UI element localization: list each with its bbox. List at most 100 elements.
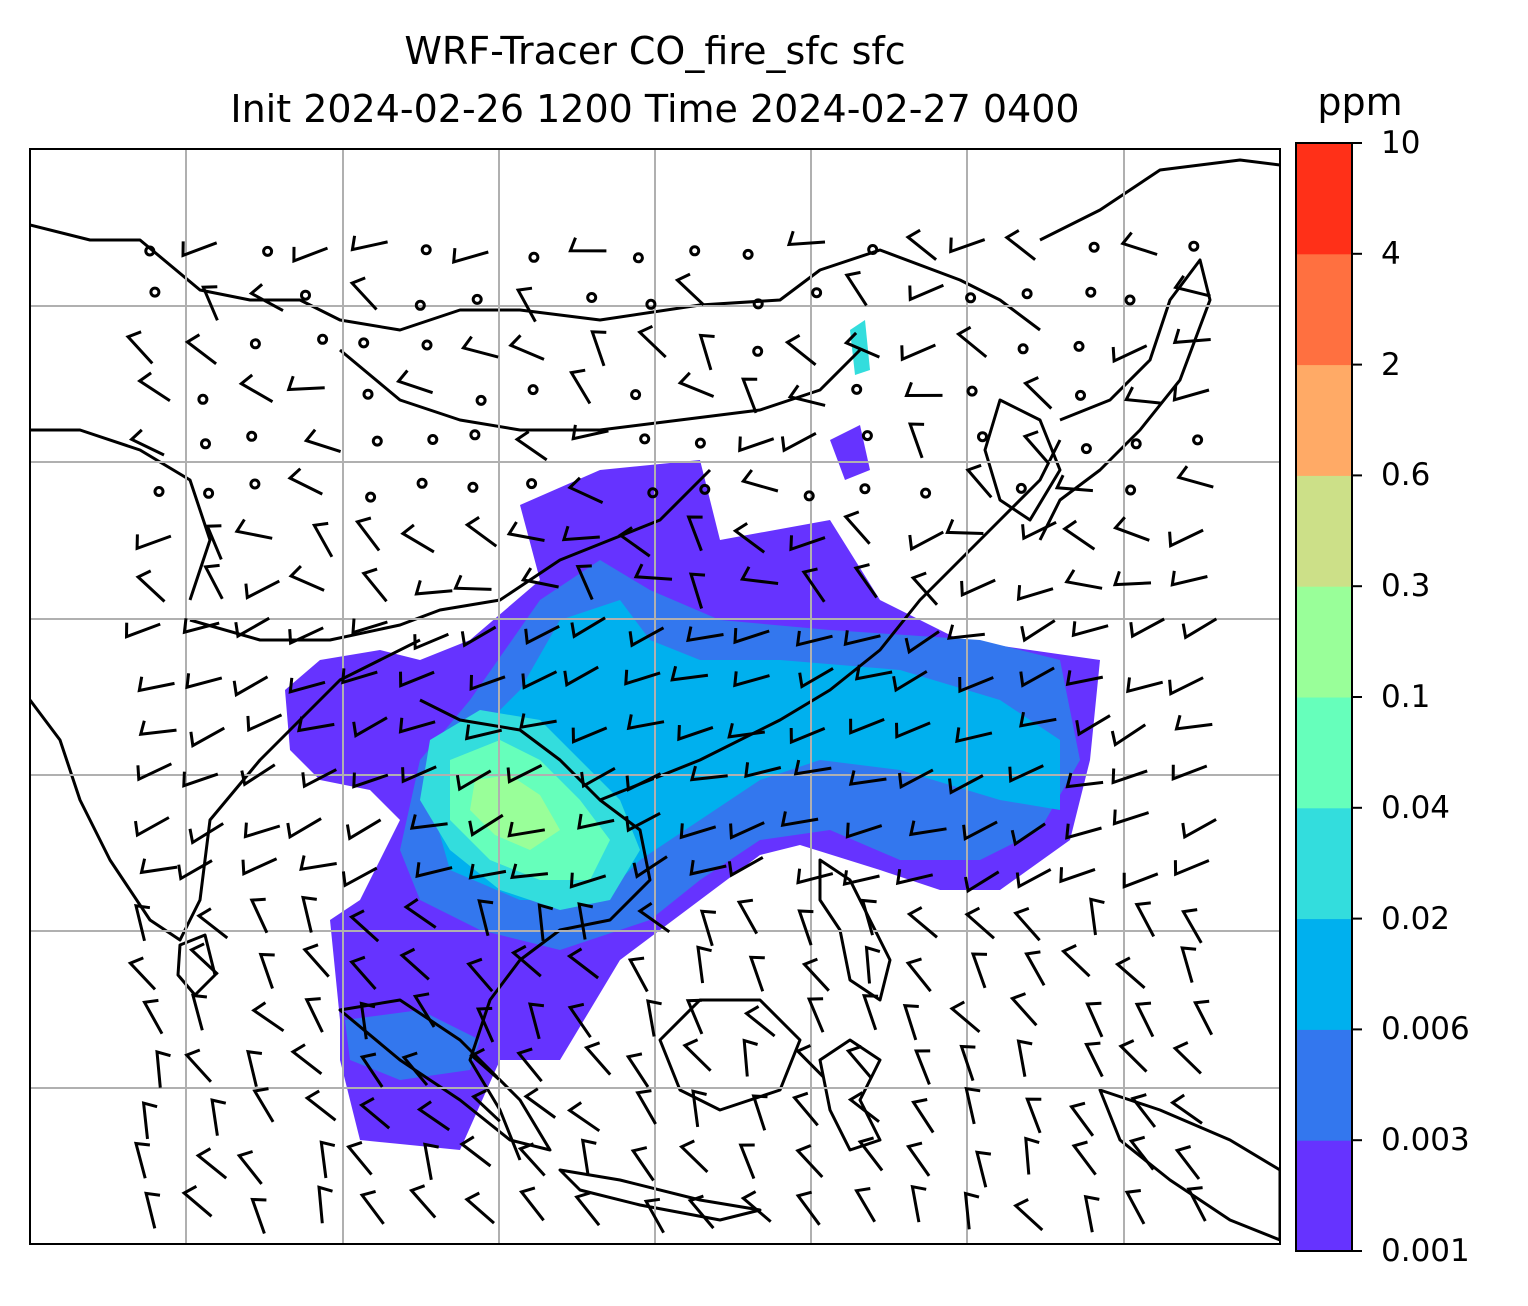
wind-barb: [1016, 1039, 1033, 1077]
wind-barb: [348, 909, 380, 943]
wind-barb: [1013, 906, 1041, 942]
wind-barb: [845, 822, 883, 839]
wind-barb: [895, 721, 931, 739]
wind-barb: [508, 334, 545, 361]
map-title-line-2: Init 2024-02-26 1200 Time 2024-02-27 040…: [230, 87, 1080, 131]
calm-wind-circle: [358, 337, 370, 349]
wind-barb: [468, 813, 504, 837]
wind-barb: [1120, 231, 1158, 256]
wind-barb: [466, 957, 494, 993]
wind-barb: [1085, 1001, 1104, 1038]
colorbar-tick-label: 10: [1381, 125, 1421, 161]
wind-barb: [577, 813, 615, 830]
wind-barb: [1129, 617, 1165, 639]
wind-barb: [689, 765, 728, 782]
wind-barb: [469, 1047, 500, 1081]
calm-wind-circle: [586, 292, 598, 303]
calm-wind-circle: [1075, 389, 1086, 401]
wind-barb: [691, 1089, 707, 1128]
wind-barb: [203, 563, 224, 600]
wind-barb: [527, 1002, 545, 1040]
wind-barb: [250, 1197, 267, 1234]
wind-barb: [409, 814, 448, 830]
calm-wind-circle: [632, 252, 644, 264]
wind-barb: [133, 1141, 151, 1179]
calm-wind-circle: [317, 333, 329, 345]
wind-barb: [732, 522, 766, 554]
wind-barb: [698, 333, 715, 371]
wind-barb: [688, 572, 706, 609]
wind-barb: [1112, 809, 1150, 826]
wind-barb: [570, 616, 606, 639]
wind-barb: [232, 675, 269, 698]
wind-barb: [733, 671, 770, 688]
wind-barb: [580, 766, 616, 789]
wind-barb: [786, 230, 826, 247]
wind-barb: [727, 856, 764, 878]
wind-barb: [853, 563, 878, 599]
calm-wind-circle: [149, 286, 161, 298]
wind-barb: [249, 897, 269, 934]
colorbar-segment: [1296, 807, 1352, 920]
wind-barb: [1173, 275, 1211, 298]
wind-barb: [1110, 723, 1147, 748]
wind-barb: [682, 1038, 712, 1072]
wind-barb: [571, 726, 608, 744]
calm-wind-circle: [246, 430, 258, 442]
wind-barb: [303, 428, 342, 454]
colorbar-segment: [1296, 1029, 1352, 1141]
wind-barb: [352, 716, 388, 738]
colorbar-tick-label: 4: [1381, 235, 1401, 272]
wind-barb: [286, 817, 322, 840]
wind-barb: [689, 859, 727, 876]
calm-wind-circle: [262, 245, 274, 257]
wind-barb: [567, 1002, 592, 1039]
wind-barb: [948, 774, 984, 795]
plume-northeast-patch: [830, 425, 870, 480]
wind-barb: [1075, 714, 1111, 737]
calm-wind-circle: [811, 287, 823, 299]
wind-barb: [1015, 868, 1052, 889]
wind-barb: [751, 1094, 768, 1131]
calm-wind-circle: [689, 245, 701, 257]
wind-barb: [964, 870, 1000, 894]
calm-wind-circle: [144, 245, 156, 257]
sri-lanka: [176, 933, 217, 997]
wind-barb: [848, 770, 887, 786]
wind-barb: [125, 330, 154, 365]
calm-wind-circle: [1080, 443, 1092, 455]
calm-wind-circle: [1130, 438, 1142, 450]
calm-wind-circle: [647, 487, 659, 499]
wind-barb: [243, 822, 281, 839]
wind-barb: [177, 859, 213, 881]
wind-barb: [566, 1101, 601, 1133]
wind-barb: [1172, 385, 1210, 402]
wind-barb: [1186, 1186, 1207, 1222]
wind-barb: [1172, 328, 1211, 345]
wind-barb: [1181, 908, 1203, 944]
borneo: [658, 998, 802, 1112]
wind-barb: [470, 1089, 501, 1123]
russia-border: [30, 223, 1041, 332]
wind-barb: [970, 952, 988, 989]
calm-wind-circle: [699, 483, 711, 495]
calm-wind-circle: [416, 477, 428, 489]
wind-barb: [1084, 1041, 1104, 1078]
wind-barb: [304, 997, 324, 1033]
wind-barb: [241, 857, 278, 876]
wind-barb: [637, 902, 671, 934]
wind-barb: [574, 1191, 601, 1227]
wind-barb: [290, 1043, 323, 1075]
java: [558, 1168, 762, 1222]
wind-barb: [1065, 823, 1102, 840]
wind-barb: [635, 1089, 657, 1125]
colorbar-tick-label: 0.006: [1381, 1011, 1470, 1048]
calm-wind-circle: [920, 487, 932, 499]
wind-barb: [1111, 768, 1148, 785]
wind-barb: [506, 521, 545, 542]
wind-barb: [1071, 621, 1109, 638]
wind-barb: [1181, 617, 1218, 640]
wind-barb: [860, 898, 877, 936]
wind-barb: [127, 956, 157, 991]
wind-barb: [741, 377, 758, 414]
